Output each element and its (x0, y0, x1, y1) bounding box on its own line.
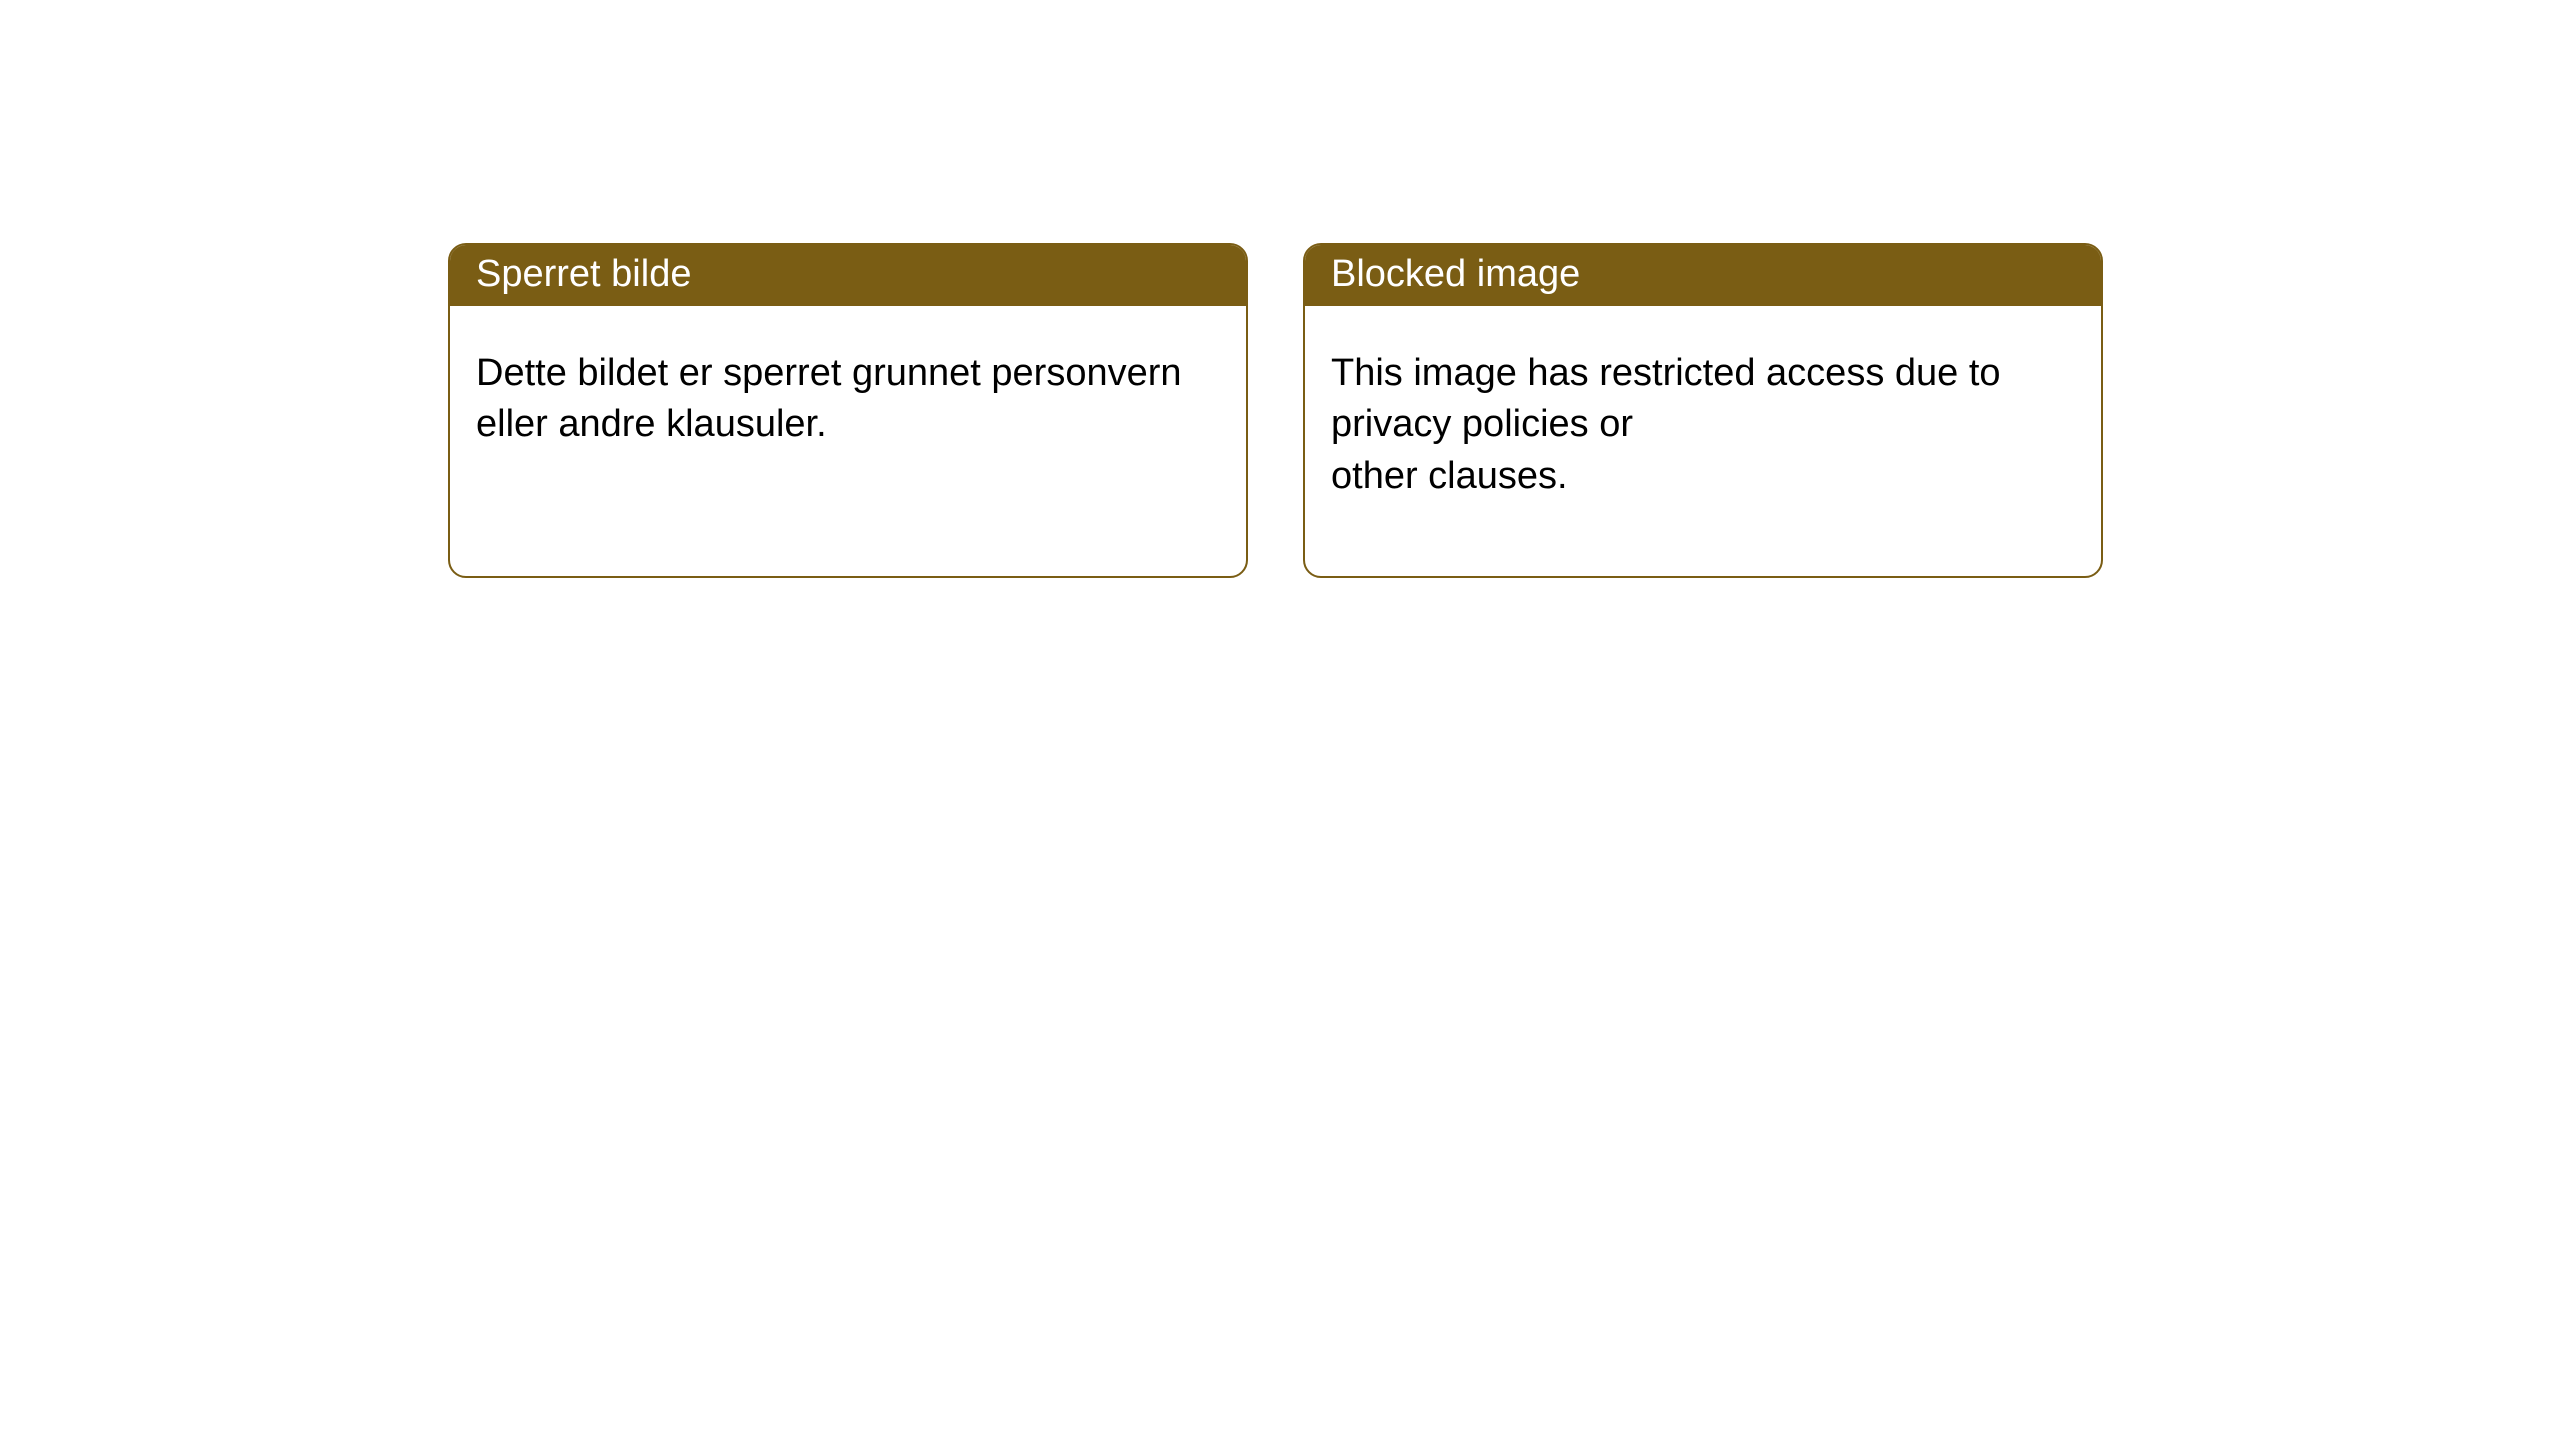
notice-container: Sperret bilde Dette bildet er sperret gr… (0, 0, 2560, 578)
card-header-english: Blocked image (1305, 245, 2101, 306)
card-header-norwegian: Sperret bilde (450, 245, 1246, 306)
card-body-norwegian: Dette bildet er sperret grunnet personve… (450, 306, 1246, 493)
blocked-image-card-english: Blocked image This image has restricted … (1303, 243, 2103, 578)
blocked-image-card-norwegian: Sperret bilde Dette bildet er sperret gr… (448, 243, 1248, 578)
card-body-english: This image has restricted access due to … (1305, 306, 2101, 544)
